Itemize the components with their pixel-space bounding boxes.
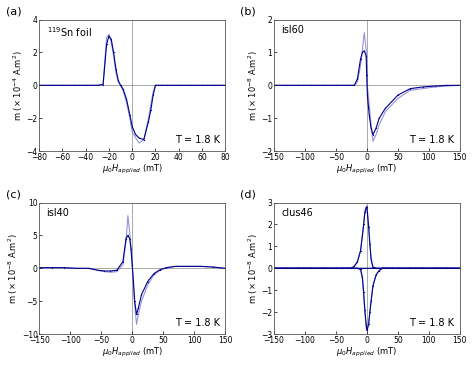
Text: T = 1.8 K: T = 1.8 K — [409, 135, 454, 145]
Y-axis label: m (× 10$^{-8}$ A.m$^2$): m (× 10$^{-8}$ A.m$^2$) — [246, 50, 260, 121]
Text: T = 1.8 K: T = 1.8 K — [175, 135, 219, 145]
Text: T = 1.8 K: T = 1.8 K — [175, 318, 219, 328]
Text: isl60: isl60 — [281, 25, 304, 35]
Text: (d): (d) — [240, 190, 256, 200]
X-axis label: $\mu_0 H_{applied}$ (mT): $\mu_0 H_{applied}$ (mT) — [336, 346, 397, 359]
X-axis label: $\mu_0 H_{applied}$ (mT): $\mu_0 H_{applied}$ (mT) — [101, 346, 163, 359]
Text: (a): (a) — [6, 7, 21, 17]
Y-axis label: m (× 10$^{-4}$ A.m$^2$): m (× 10$^{-4}$ A.m$^2$) — [12, 50, 25, 121]
Y-axis label: m (× 10$^{-8}$ A.m$^2$): m (× 10$^{-8}$ A.m$^2$) — [7, 233, 20, 304]
Text: clus46: clus46 — [281, 208, 313, 218]
X-axis label: $\mu_0 H_{applied}$ (mT): $\mu_0 H_{applied}$ (mT) — [336, 163, 397, 176]
Text: (b): (b) — [240, 7, 256, 17]
Y-axis label: m (× 10$^{-8}$ A.m$^2$): m (× 10$^{-8}$ A.m$^2$) — [246, 233, 260, 304]
Text: T = 1.8 K: T = 1.8 K — [409, 318, 454, 328]
X-axis label: $\mu_0 H_{applied}$ (mT): $\mu_0 H_{applied}$ (mT) — [101, 163, 163, 176]
Text: (c): (c) — [6, 190, 20, 200]
Text: isl40: isl40 — [46, 208, 70, 218]
Text: $^{119}$Sn foil: $^{119}$Sn foil — [46, 25, 91, 38]
